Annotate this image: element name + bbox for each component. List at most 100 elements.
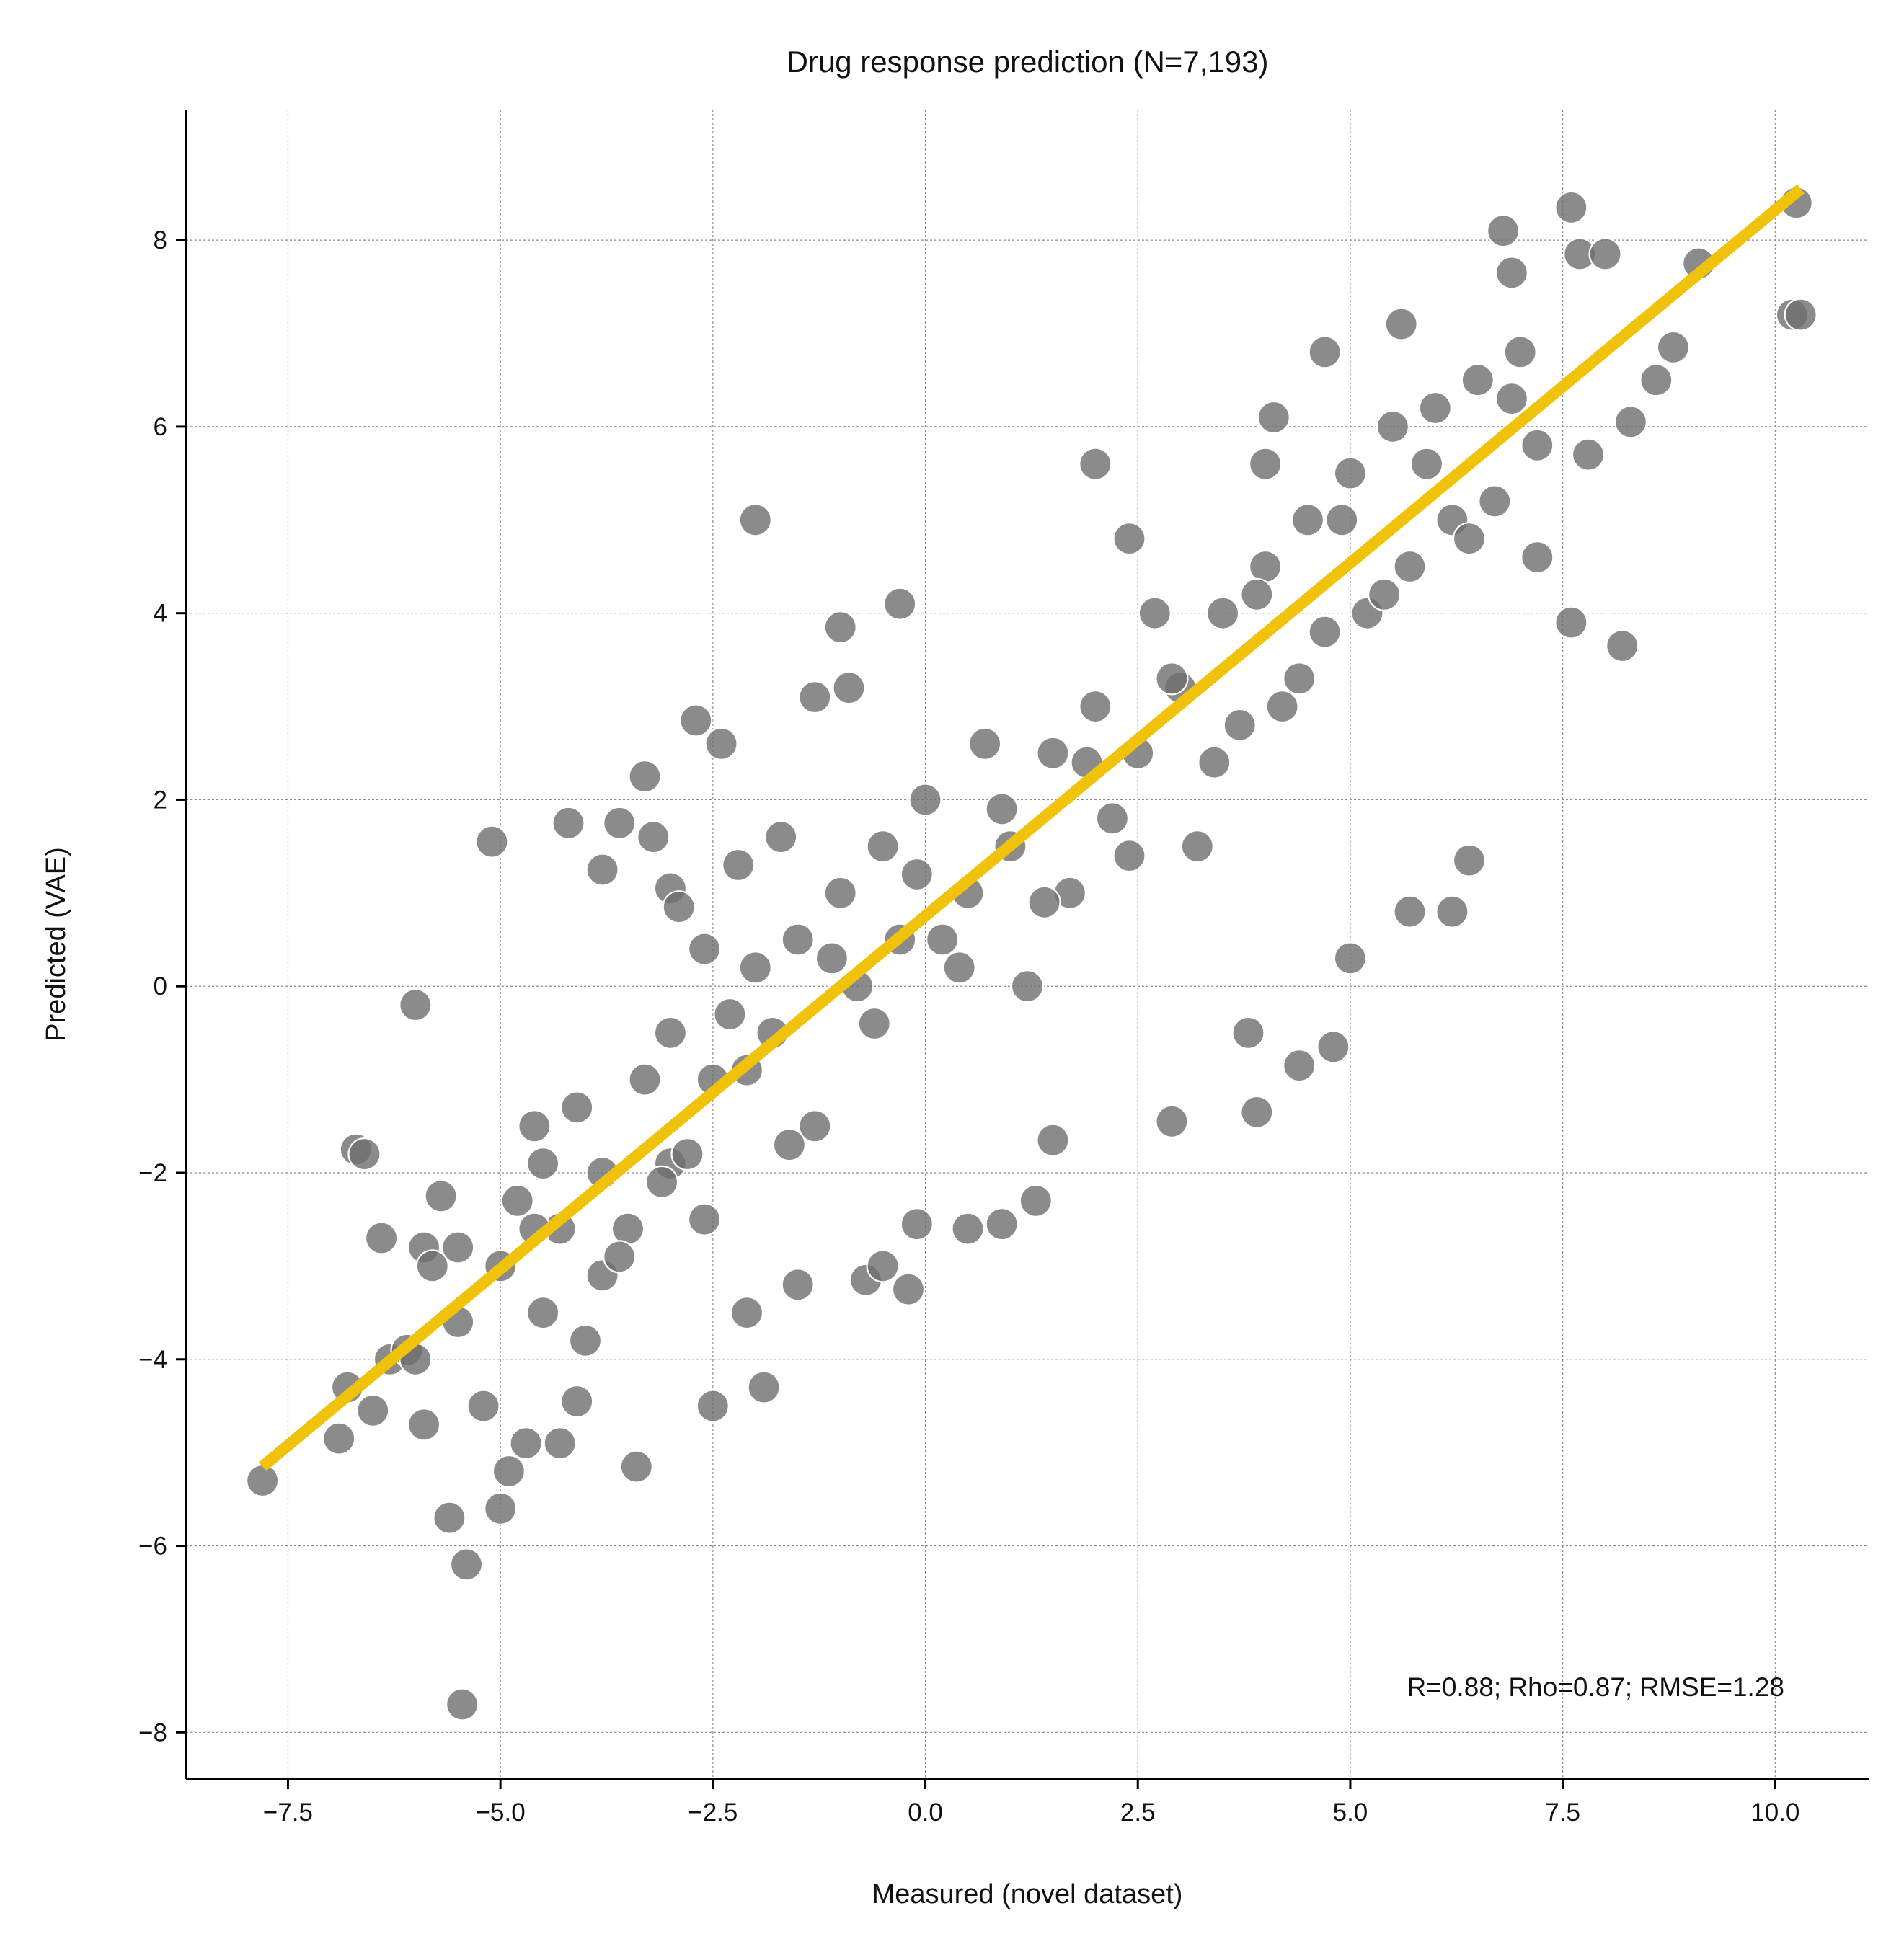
data-point (1010, 970, 1045, 1003)
data-point (1409, 447, 1444, 481)
data-point (738, 503, 772, 537)
data-point (1265, 689, 1299, 724)
data-point (415, 1249, 449, 1283)
data-point (628, 1062, 662, 1096)
data-point (445, 1687, 479, 1721)
data-point (1333, 456, 1368, 490)
data-point (1248, 549, 1283, 584)
data-point (1452, 843, 1487, 877)
data-point (560, 1384, 594, 1419)
data-point (356, 1393, 390, 1428)
data-point (1384, 307, 1418, 341)
data-point (1036, 736, 1070, 770)
data-point (1205, 596, 1240, 630)
data-point (518, 1109, 552, 1143)
chart-title: Drug response prediction (N=7,193) (787, 45, 1269, 79)
y-tick-label: 4 (154, 600, 167, 628)
data-point (985, 792, 1019, 826)
data-point (951, 1212, 985, 1246)
x-ticks: −7.5 −5.0 −2.5 0.0 2.5 5.0 7.5 10.0 (263, 1779, 1799, 1827)
data-point (722, 848, 756, 882)
data-point (424, 1179, 458, 1213)
y-tick-label: 8 (154, 226, 167, 254)
data-point (1316, 1030, 1350, 1064)
data-point (900, 857, 934, 892)
axes (185, 110, 1869, 1780)
data-point (603, 806, 637, 840)
data-point (526, 1146, 560, 1181)
data-point (891, 1272, 926, 1306)
y-tick-label: 0 (154, 972, 167, 1001)
data-point (1503, 335, 1537, 369)
data-point (1520, 428, 1554, 462)
data-point (883, 587, 917, 621)
data-point (696, 1389, 730, 1423)
y-tick-label: −6 (138, 1532, 167, 1561)
data-point (908, 783, 942, 817)
data-point (1376, 409, 1410, 444)
data-point (500, 1184, 534, 1217)
data-point (823, 876, 857, 910)
data-point (526, 1295, 560, 1330)
data-point (1283, 662, 1316, 696)
data-point (1019, 1184, 1053, 1217)
data-point (772, 1128, 807, 1162)
x-tick-label: −7.5 (263, 1798, 313, 1827)
data-point (1308, 615, 1342, 649)
data-point (1461, 363, 1495, 397)
data-point (832, 671, 866, 705)
data-point (1606, 629, 1639, 663)
data-point (509, 1427, 543, 1460)
data-point (781, 923, 815, 957)
data-point (823, 610, 857, 644)
data-point (857, 1006, 891, 1041)
data-point (1155, 662, 1189, 696)
data-point (1079, 447, 1112, 481)
y-tick-label: 6 (154, 413, 167, 441)
y-tick-label: −4 (138, 1346, 167, 1374)
data-point (246, 1463, 280, 1498)
data-point (552, 806, 585, 840)
data-point (322, 1421, 356, 1455)
data-point (1656, 330, 1690, 364)
y-ticks: −8 −6 −4 −2 0 2 4 6 8 (138, 226, 186, 1747)
data-point (1095, 802, 1130, 835)
stats-annotation: R=0.88; Rho=0.87; RMSE=1.28 (1407, 1672, 1784, 1702)
data-point (713, 997, 747, 1032)
data-point (1197, 745, 1231, 779)
data-point (399, 988, 433, 1022)
data-point (1520, 540, 1554, 574)
data-point (1784, 298, 1817, 332)
x-tick-label: −2.5 (688, 1798, 738, 1827)
data-point (1418, 391, 1452, 425)
data-point (1112, 838, 1146, 873)
y-axis-label: Predicted (VAE) (41, 847, 71, 1042)
data-point (1231, 1016, 1265, 1050)
data-point (1487, 214, 1520, 248)
y-tick-label: −8 (138, 1718, 167, 1747)
data-point (679, 704, 713, 737)
data-point (1367, 577, 1402, 611)
y-tick-label: 2 (154, 786, 167, 814)
data-point (662, 890, 696, 924)
data-point (484, 1491, 518, 1525)
data-point (543, 1427, 577, 1460)
data-point (568, 1323, 603, 1358)
data-point (407, 1408, 441, 1442)
data-point (1027, 885, 1061, 919)
data-point (1393, 895, 1427, 928)
data-point (1435, 895, 1469, 928)
x-tick-label: 0.0 (908, 1798, 943, 1827)
x-tick-label: 5.0 (1333, 1798, 1368, 1827)
data-point (1223, 708, 1257, 742)
data-point (798, 1109, 832, 1143)
data-point (1308, 335, 1342, 369)
data-point (687, 932, 722, 966)
data-point (637, 820, 670, 854)
data-point (611, 1212, 645, 1246)
data-point (747, 1370, 781, 1404)
data-point (364, 1221, 399, 1255)
data-point (866, 829, 900, 864)
